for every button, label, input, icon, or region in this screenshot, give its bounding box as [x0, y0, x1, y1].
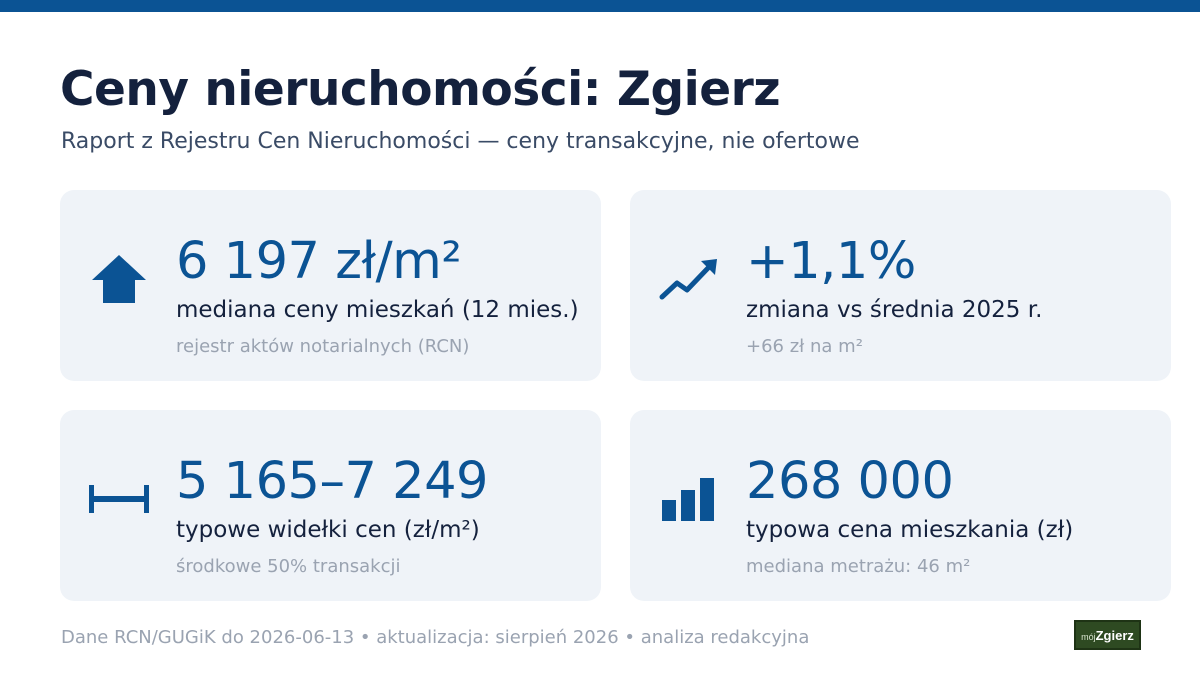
stat-card-median-price: 6 197 zł/m² mediana ceny mieszkań (12 mi…: [60, 190, 601, 381]
logo-prefix: mój: [1081, 632, 1096, 642]
stat-note: mediana metrażu: 46 m²: [746, 556, 971, 577]
top-accent-bar: [0, 0, 1200, 12]
page-subtitle: Raport z Rejestru Cen Nieruchomości — ce…: [61, 129, 860, 154]
house-icon: [88, 248, 150, 310]
stat-note: środkowe 50% transakcji: [176, 556, 401, 577]
stat-card-typical-price: 268 000 typowa cena mieszkania (zł) medi…: [630, 410, 1171, 601]
stat-value: 5 165–7 249: [176, 452, 489, 511]
footer-source: Dane RCN/GUGiK do 2026-06-13 • aktualiza…: [61, 627, 810, 648]
stat-note: rejestr aktów notarialnych (RCN): [176, 336, 470, 357]
stat-label: typowa cena mieszkania (zł): [746, 517, 1074, 543]
trend-up-icon: [658, 248, 720, 310]
stat-label: mediana ceny mieszkań (12 mies.): [176, 297, 579, 323]
bar-chart-icon: [658, 468, 720, 530]
brand-logo: mój Zgierz: [1074, 620, 1141, 650]
stat-label: zmiana vs średnia 2025 r.: [746, 297, 1043, 323]
stat-value: 268 000: [746, 452, 954, 511]
stat-value: 6 197 zł/m²: [176, 232, 462, 291]
page-title: Ceny nieruchomości: Zgierz: [60, 62, 781, 117]
stat-value: +1,1%: [746, 232, 916, 291]
stat-note: +66 zł na m²: [746, 336, 863, 357]
logo-name: Zgierz: [1095, 627, 1134, 643]
stat-card-change: +1,1% zmiana vs średnia 2025 r. +66 zł n…: [630, 190, 1171, 381]
stat-label: typowe widełki cen (zł/m²): [176, 517, 480, 543]
range-icon: [88, 468, 150, 530]
stat-card-price-range: 5 165–7 249 typowe widełki cen (zł/m²) ś…: [60, 410, 601, 601]
